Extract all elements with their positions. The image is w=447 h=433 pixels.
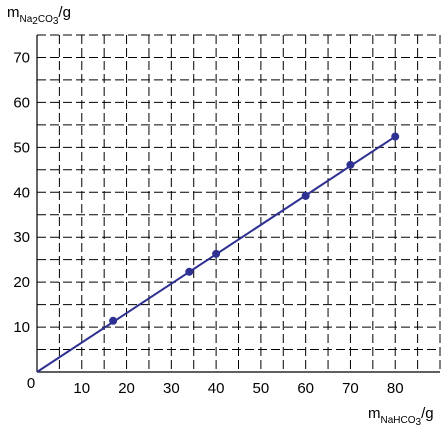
x-axis-title-base: m bbox=[368, 405, 381, 422]
x-axis-title: mNaHCO3/g bbox=[368, 405, 434, 428]
data-points bbox=[109, 132, 400, 325]
x-tick-label: 70 bbox=[342, 380, 359, 397]
y-tick-label: 20 bbox=[13, 274, 30, 291]
x-tick-label: 40 bbox=[208, 380, 225, 397]
data-point bbox=[109, 316, 118, 325]
grid bbox=[37, 34, 441, 372]
x-tick-labels: 10 20 30 40 50 60 70 80 bbox=[73, 380, 403, 397]
x-tick-label: 50 bbox=[253, 380, 270, 397]
origin-label: 0 bbox=[27, 375, 35, 392]
x-tick-label: 80 bbox=[387, 380, 404, 397]
y-axis-title-base: m bbox=[7, 4, 20, 21]
y-axis-title: mNa2CO3/g bbox=[7, 4, 71, 27]
y-tick-label: 50 bbox=[13, 139, 30, 156]
x-tick-label: 20 bbox=[118, 380, 135, 397]
y-tick-label: 40 bbox=[13, 184, 30, 201]
y-tick-labels: 10 20 30 40 50 60 70 bbox=[13, 49, 30, 336]
y-tick-label: 10 bbox=[13, 319, 30, 336]
x-tick-label: 10 bbox=[73, 380, 90, 397]
x-axis-title-unit: /g bbox=[421, 405, 434, 422]
data-point bbox=[185, 267, 194, 276]
y-axis-title-sub3: CO bbox=[38, 14, 53, 25]
data-point bbox=[301, 191, 310, 200]
y-axis-title-sub2: 2 bbox=[32, 16, 38, 27]
y-axis-title-sub: Na bbox=[20, 14, 33, 25]
x-tick-label: 30 bbox=[163, 380, 180, 397]
data-point bbox=[212, 249, 221, 258]
x-tick-label: 60 bbox=[297, 380, 314, 397]
y-tick-label: 70 bbox=[13, 49, 30, 66]
y-tick-label: 30 bbox=[13, 229, 30, 246]
y-axis-title-sub4: 3 bbox=[53, 16, 59, 27]
x-axis-title-sub2: 3 bbox=[416, 417, 422, 428]
y-tick-label: 60 bbox=[13, 94, 30, 111]
data-point bbox=[391, 132, 400, 141]
axes bbox=[36, 35, 440, 373]
data-point bbox=[346, 160, 355, 169]
y-axis-title-unit: /g bbox=[58, 4, 71, 21]
x-axis-title-sub: NaHCO bbox=[381, 415, 416, 426]
